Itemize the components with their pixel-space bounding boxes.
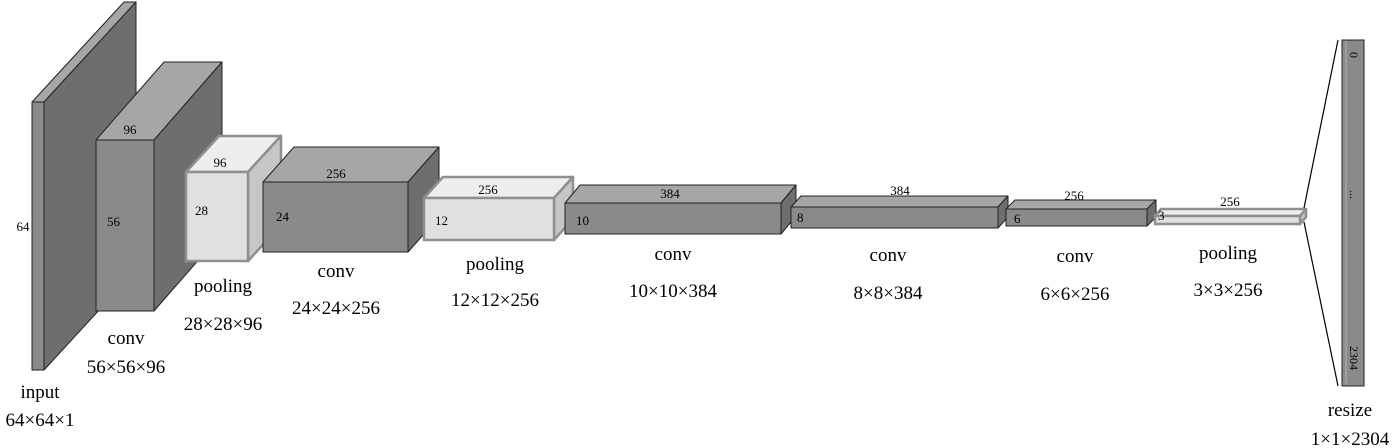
layer-pool1-width-label: 28 bbox=[195, 203, 208, 218]
layer-labels: input 64×64×1 conv 56×56×96 pooling 28×28×96 c… bbox=[6, 243, 1263, 431]
layer-pool2-depth-label: 256 bbox=[478, 182, 498, 197]
layer-conv1-depth-label: 96 bbox=[124, 122, 138, 137]
layer-pool3: 3 256 bbox=[1153, 194, 1308, 226]
layer-pool3-shape: 3×3×256 bbox=[1194, 280, 1263, 301]
layer-conv4-width-label: 8 bbox=[797, 210, 804, 225]
layer-conv3-front-face bbox=[564, 202, 782, 235]
layer-boxes: 64 56 96 28 96 24 256 12 256 10 384 8 384 6 256 3 256 bbox=[17, 1, 1308, 371]
layer-pool3-name: pooling bbox=[1199, 243, 1258, 264]
output-name: resize bbox=[1328, 400, 1372, 421]
layer-pool1-name: pooling bbox=[194, 276, 253, 297]
output-vector: 0... 2304 resize 1×1×2304 bbox=[1303, 39, 1390, 448]
layer-pool3-depth-label: 256 bbox=[1220, 194, 1240, 209]
layer-pool2-name: pooling bbox=[466, 254, 525, 275]
layer-conv3-name: conv bbox=[655, 244, 692, 265]
layer-pool3-front-face bbox=[1153, 214, 1302, 226]
layer-conv4-shape: 8×8×384 bbox=[854, 283, 923, 304]
layer-conv2-name: conv bbox=[318, 261, 355, 282]
layer-input-shape: 64×64×1 bbox=[6, 410, 75, 431]
layer-conv5-shape: 6×6×256 bbox=[1041, 284, 1110, 305]
layer-pool2: 12 256 bbox=[422, 175, 575, 242]
layer-conv4-front-face bbox=[790, 206, 999, 229]
layer-pool2-width-label: 12 bbox=[435, 213, 448, 228]
layer-pool2-front-face bbox=[422, 196, 556, 242]
layer-conv5: 6 256 bbox=[1005, 188, 1157, 227]
layer-conv2-shape: 24×24×256 bbox=[292, 298, 380, 319]
output-index-end: 2304 bbox=[1347, 346, 1361, 370]
layer-conv3: 10 384 bbox=[564, 184, 797, 235]
layer-conv2-depth-label: 256 bbox=[326, 166, 346, 181]
layer-conv1-name: conv bbox=[108, 328, 145, 349]
layer-conv3-depth-label: 384 bbox=[660, 186, 680, 201]
output-shape: 1×1×2304 bbox=[1311, 429, 1390, 448]
layer-pool1: 28 96 bbox=[184, 134, 283, 263]
layer-conv2-front-face bbox=[262, 181, 409, 253]
output-index-start: 0 bbox=[1347, 52, 1361, 58]
layer-conv2: 24 256 bbox=[262, 146, 440, 253]
output-connector-top bbox=[1303, 39, 1339, 209]
layer-pool1-shape: 28×28×96 bbox=[184, 314, 262, 335]
layer-pool1-depth-label: 96 bbox=[214, 155, 228, 170]
output-vector-bar bbox=[1341, 39, 1365, 387]
layer-conv1-front-face bbox=[95, 139, 155, 312]
layer-conv4-name: conv bbox=[870, 245, 907, 266]
layer-conv4-depth-label: 384 bbox=[890, 183, 910, 198]
layer-conv3-width-label: 10 bbox=[576, 213, 589, 228]
layer-pool3-width-label: 3 bbox=[1158, 208, 1165, 223]
layer-input-front-face bbox=[31, 101, 45, 371]
layer-conv3-shape: 10×10×384 bbox=[629, 281, 717, 302]
output-index-mid: ... bbox=[1347, 190, 1361, 199]
layer-pool2-shape: 12×12×256 bbox=[451, 290, 539, 311]
layer-conv5-width-label: 6 bbox=[1014, 211, 1021, 226]
layer-input-width-label: 64 bbox=[17, 219, 31, 234]
layer-pool1-front-face bbox=[184, 170, 250, 263]
layer-conv1-width-label: 56 bbox=[107, 214, 121, 229]
output-connector-bottom bbox=[1303, 221, 1339, 387]
layer-conv2-width-label: 24 bbox=[276, 209, 290, 224]
layer-pool2-top-face bbox=[422, 175, 575, 200]
layer-conv5-front-face bbox=[1005, 208, 1148, 227]
layer-conv3-top-face bbox=[564, 184, 797, 204]
layer-conv5-name: conv bbox=[1057, 246, 1094, 267]
layer-conv4: 8 384 bbox=[790, 183, 1009, 229]
layer-input-name: input bbox=[20, 382, 60, 403]
layer-conv1-shape: 56×56×96 bbox=[87, 357, 165, 378]
layer-conv5-depth-label: 256 bbox=[1064, 188, 1084, 203]
